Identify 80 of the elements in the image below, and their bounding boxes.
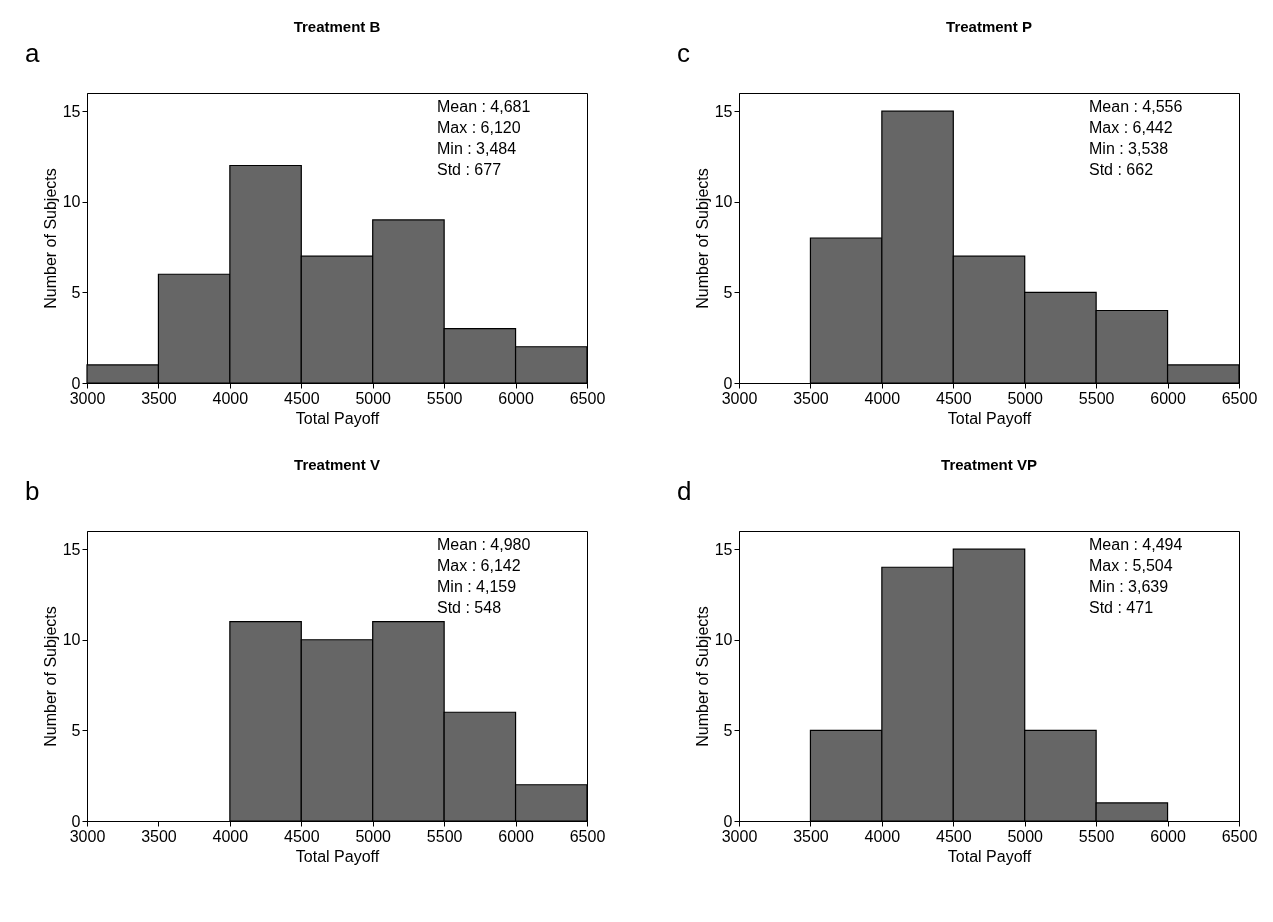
annotation: Std : 471	[1089, 599, 1154, 616]
chart-title: Treatment B	[293, 18, 381, 35]
x-tick-label: 6500	[1221, 827, 1258, 845]
annotation: Min : 4,159	[437, 578, 517, 595]
y-axis-title: Number of Subjects	[41, 168, 59, 309]
y-tick-label: 10	[62, 193, 81, 211]
annotation: Max : 6,142	[437, 557, 521, 574]
x-axis-title: Total Payoff	[947, 409, 1032, 427]
y-tick-label: 0	[71, 812, 81, 830]
x-tick-label: 5000	[1007, 827, 1044, 845]
x-tick-label: 6500	[569, 827, 606, 845]
y-tick-label: 5	[723, 283, 733, 301]
x-tick-label: 4500	[935, 389, 972, 407]
x-tick-label: 5500	[1078, 389, 1115, 407]
annotation: Max : 5,504	[1089, 557, 1173, 574]
x-axis-title: Total Payoff	[295, 847, 380, 865]
x-tick-label: 6000	[1150, 389, 1186, 407]
x-tick-label: 3500	[793, 389, 829, 407]
x-tick-label: 5500	[1078, 827, 1115, 845]
x-tick-label: 6000	[498, 827, 534, 845]
x-tick-label: 3000	[69, 389, 106, 407]
annotation: Min : 3,639	[1089, 578, 1169, 595]
x-tick-label: 5000	[355, 827, 392, 845]
x-tick-label: 6500	[1221, 389, 1258, 407]
y-tick-label: 0	[723, 374, 733, 392]
x-tick-label: 3500	[141, 827, 177, 845]
text: a	[25, 38, 40, 68]
y-tick-label: 0	[723, 812, 733, 830]
text: d	[677, 476, 692, 506]
y-tick-label: 10	[714, 193, 733, 211]
y-tick-label: 15	[62, 540, 81, 558]
annotation: Max : 6,442	[1089, 119, 1173, 136]
x-tick-label: 6000	[498, 389, 534, 407]
x-tick-label: 4500	[935, 827, 972, 845]
y-tick-label: 15	[62, 102, 81, 120]
y-axis-title: Number of Subjects	[693, 606, 711, 747]
y-axis-title: Number of Subjects	[693, 168, 711, 309]
x-tick-label: 3500	[793, 827, 829, 845]
annotation: Mean : 4,494	[1089, 536, 1183, 553]
annotation: Min : 3,484	[437, 140, 517, 157]
x-axis-title: Total Payoff	[947, 847, 1032, 865]
y-tick-label: 10	[62, 631, 81, 649]
x-tick-label: 4000	[864, 827, 901, 845]
x-tick-label: 6500	[569, 389, 606, 407]
x-tick-label: 4000	[864, 389, 901, 407]
x-axis-title: Total Payoff	[295, 409, 380, 427]
x-tick-label: 4000	[212, 827, 249, 845]
y-tick-label: 0	[71, 374, 81, 392]
x-tick-label: 3000	[69, 827, 106, 845]
x-tick-label: 5000	[1007, 389, 1044, 407]
annotation: Min : 3,538	[1089, 140, 1169, 157]
y-tick-label: 15	[714, 102, 733, 120]
x-tick-label: 6000	[1150, 827, 1186, 845]
chart-title: Treatment VP	[941, 456, 1037, 473]
y-axis-title: Number of Subjects	[41, 606, 59, 747]
x-tick-label: 5000	[355, 389, 392, 407]
chart-title: Treatment P	[946, 18, 1032, 35]
text: c	[677, 38, 690, 68]
y-tick-label: 5	[723, 721, 733, 739]
y-tick-label: 5	[71, 283, 81, 301]
annotation: Std : 662	[1089, 161, 1154, 178]
x-tick-label: 3000	[721, 389, 758, 407]
x-tick-label: 5500	[426, 389, 463, 407]
x-tick-label: 5500	[426, 827, 463, 845]
y-tick-label: 15	[714, 540, 733, 558]
annotation: Std : 548	[437, 599, 502, 616]
x-tick-label: 4500	[283, 389, 320, 407]
annotation: Std : 677	[437, 161, 502, 178]
annotation: Mean : 4,980	[437, 536, 531, 553]
annotation: Mean : 4,556	[1089, 98, 1183, 115]
annotation: Max : 6,120	[437, 119, 521, 136]
y-tick-label: 5	[71, 721, 81, 739]
chart-title: Treatment V	[294, 456, 380, 473]
y-tick-label: 10	[714, 631, 733, 649]
x-tick-label: 4000	[212, 389, 249, 407]
x-tick-label: 3500	[141, 389, 177, 407]
x-tick-label: 3000	[721, 827, 758, 845]
text: b	[25, 476, 40, 506]
x-tick-label: 4500	[283, 827, 320, 845]
annotation: Mean : 4,681	[437, 98, 531, 115]
